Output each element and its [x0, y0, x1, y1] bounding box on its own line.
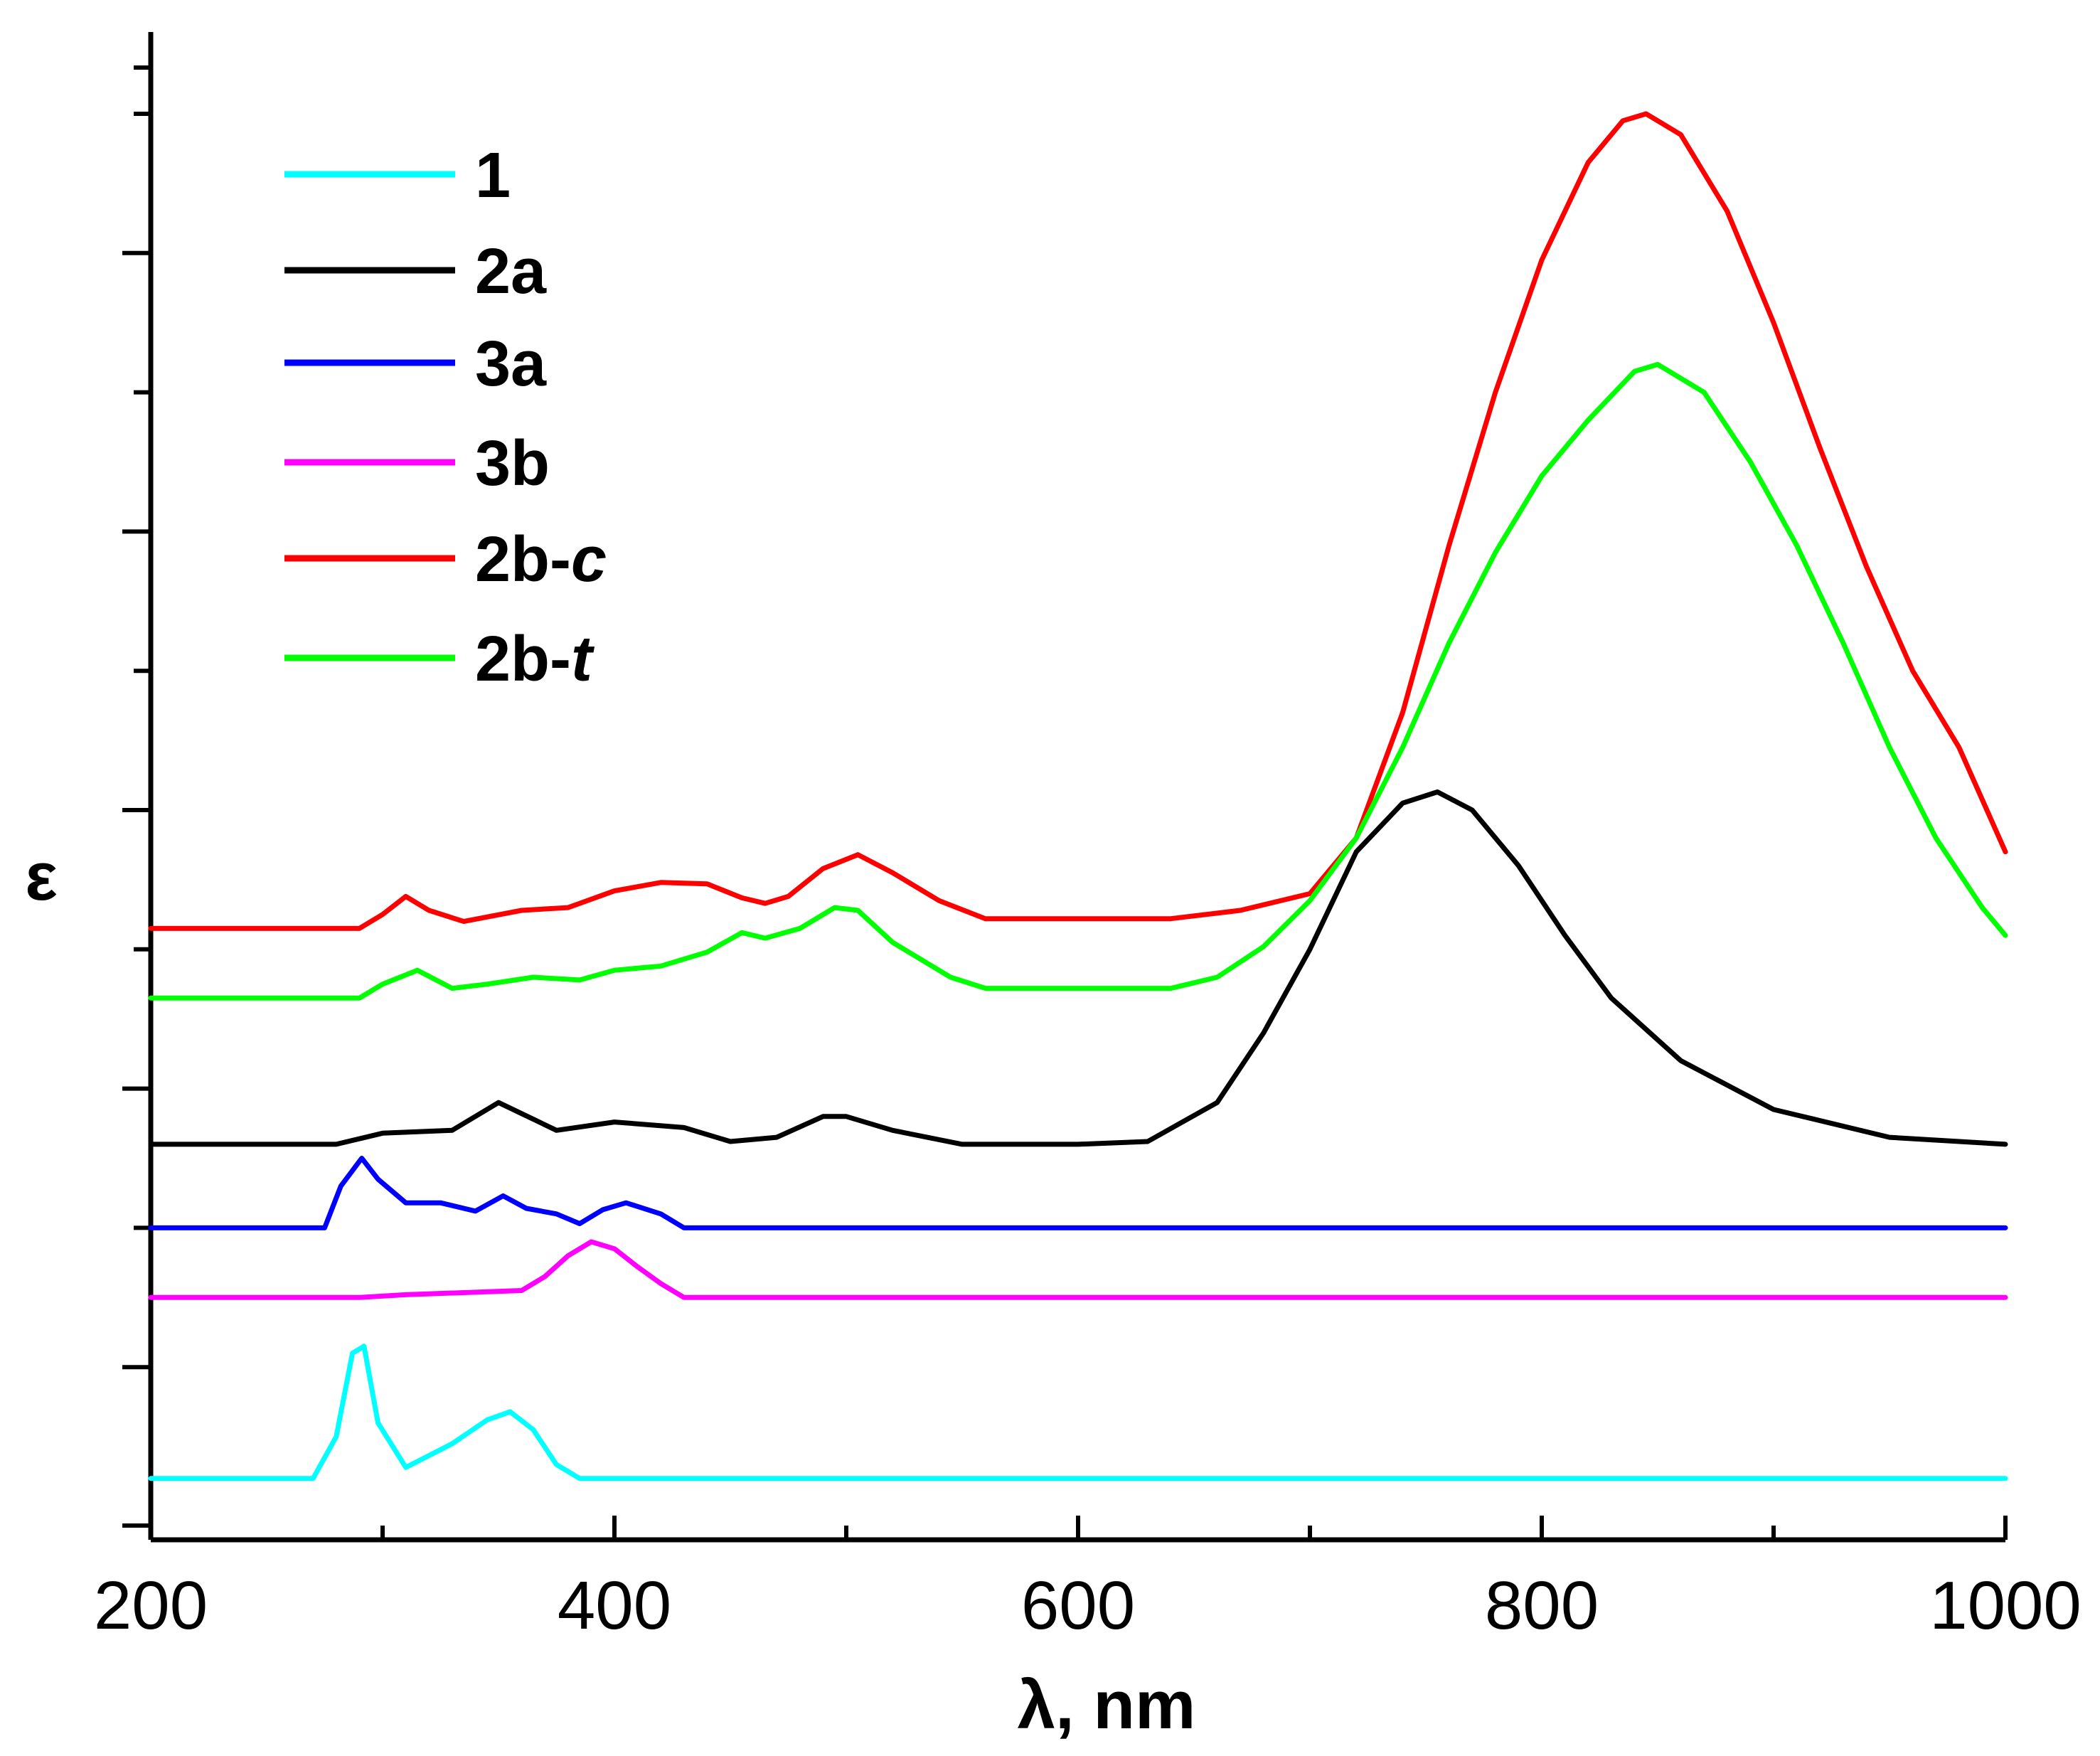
legend-label-3b: 3b [475, 428, 550, 499]
x-tick-label: 1000 [1929, 1568, 2082, 1644]
legend-label-main: 3b [475, 428, 550, 499]
legend-label-2b-c: 2b-c [475, 524, 607, 595]
x-axis-label: λ, nm [1018, 1667, 1196, 1743]
axes [148, 32, 2005, 1543]
legend-label-3a: 3a [475, 329, 547, 400]
series-line-2b-t [148, 361, 2008, 1001]
legend-label-main: 2b- [475, 624, 571, 695]
legend-label-main: 1 [475, 140, 511, 211]
series-line-3b [148, 1239, 2008, 1300]
legend-label-1: 1 [475, 140, 511, 211]
legend-label-2b-t: 2b-t [475, 624, 595, 695]
y-axis-label: ε [25, 839, 58, 915]
series-line-2b-c [148, 111, 2008, 931]
legend-label-suffix: t [571, 624, 595, 695]
legend-label-2a: 2a [475, 236, 547, 307]
x-tick-label: 400 [558, 1568, 671, 1644]
ticks: 200 400 600 800 1000 [94, 65, 2082, 1644]
x-tick-label: 600 [1021, 1568, 1135, 1644]
series-line-1 [148, 1343, 2008, 1481]
series-line-3a [148, 1156, 2008, 1230]
x-tick-label: 800 [1485, 1568, 1599, 1644]
legend-label-main: 3a [475, 329, 547, 400]
legend-label-main: 2a [475, 236, 547, 307]
series-group [148, 111, 2008, 1481]
legend-label-suffix: c [571, 524, 607, 595]
legend-label-main: 2b- [475, 524, 571, 595]
series-line-2a [148, 789, 2008, 1147]
x-tick-label: 200 [94, 1568, 208, 1644]
